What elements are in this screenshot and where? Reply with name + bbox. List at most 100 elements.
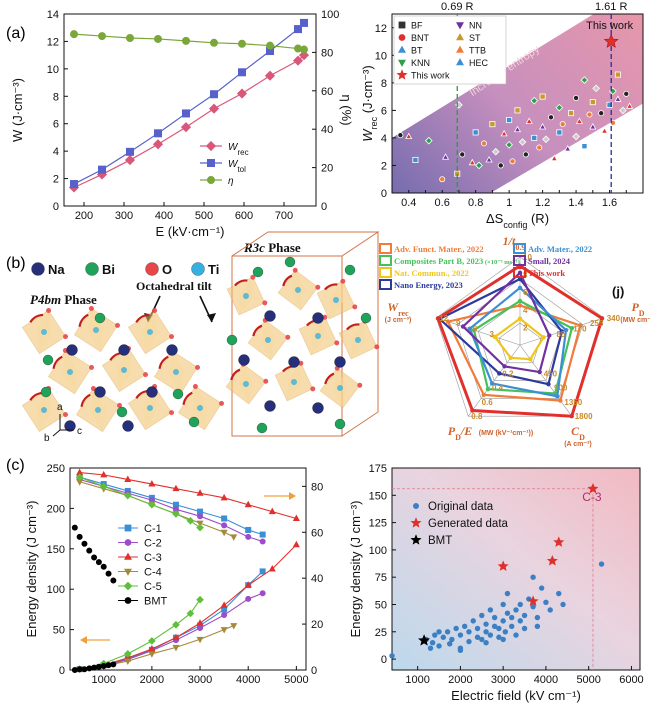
x-tick-label: 4000 [534,674,558,686]
radar-axis-label-sub: D [455,433,461,442]
y-tick-label: 175 [369,463,387,475]
radar-axis-label-main: P [448,424,456,438]
efficiency-line-C-2 [79,478,263,542]
data-point-W_rec [292,55,304,66]
data-point-η [265,41,274,50]
tilt-arc [346,323,360,331]
original-data-point [556,590,562,597]
data-point [564,144,572,152]
y-tick-label: 8 [381,78,387,90]
radar-tick-label: 900 [554,384,568,393]
data-point [397,132,404,139]
o-atom [219,400,225,406]
original-data-point [502,629,509,635]
data-point [442,153,450,160]
phase-label-p4bm-main: P4bm [30,292,61,307]
bi-atom [40,386,52,398]
x-tick-label: 1000 [405,674,429,686]
y-tick-label: 12 [375,23,387,35]
x-tick-label: 500 [195,210,213,222]
radar-axis-label-main: C [571,424,580,438]
tilt-arc [230,368,241,381]
ti-atom [243,293,249,299]
legend-marker [396,69,408,80]
legend-label-main: Nat. Commun., 2022 [394,268,469,278]
data-point-W_tol [98,165,107,174]
original-data-point [598,561,605,567]
y-tick-label: 10 [375,50,387,62]
ti-atom [147,329,153,335]
x-tick-label: 700 [275,210,293,222]
x-axis-label: ΔSconfig (R) [486,211,549,230]
x-tick-label: 3000 [188,674,212,686]
legend-label-main: Nano Energy, 2023 [394,280,463,290]
y2-tick-label: 20 [321,163,333,175]
na-atom [334,356,346,368]
data-point-η [70,30,79,39]
energy-point-C-2 [197,624,204,631]
legend-marker [398,45,406,53]
radar-point [502,364,507,369]
unit-cell [231,255,343,437]
radar-point [471,327,477,333]
radar-point [537,369,542,375]
data-point [439,176,446,183]
ti-atom [291,379,297,385]
energy-point-C-1 [259,568,266,575]
radar-tick-label: 0.8 [471,412,483,421]
data-point [485,156,493,163]
legend-marker [456,58,464,66]
data-point-W_rec [180,122,192,133]
data-point [497,162,504,169]
original-data-point [509,623,515,630]
generated-data-point [497,560,509,571]
radar-axis-label-main: P [631,300,639,314]
efficiency-point-C-5 [123,491,132,500]
legend-label-sub: rec [237,148,248,157]
energy-point-BMT [81,666,88,673]
octahedron [177,383,225,431]
efficiency-line-C-1 [79,476,263,536]
this-work-annotation: This work [586,20,634,32]
element-label: Na [48,262,65,277]
data-point [525,117,533,124]
data-point [580,76,589,84]
plot-bg [392,468,640,670]
legend-label: BF [411,21,423,31]
tilt-arc [80,393,91,407]
bi-atom [256,422,268,434]
radar-point [517,298,523,304]
bi-atom [42,354,54,366]
octahedron [153,347,201,395]
na-atom [312,402,324,414]
data-point [459,151,466,158]
radar-point [467,326,472,331]
y-axis-label: Energy density (J cm⁻³) [24,501,39,638]
data-point [589,122,597,130]
original-data-point [436,643,442,649]
legend-label: Wtol [228,159,246,174]
data-point [589,99,596,106]
axis-a-label: a [57,402,63,413]
original-data-point [436,629,442,635]
radar-point [470,408,475,413]
radar-tick-label: 0.6 [482,398,494,407]
legend-label: Adv. Funct. Mater., 2022 [394,244,484,254]
data-point [518,138,527,146]
legend-label-main: W [228,142,239,153]
bmt-data-point [418,634,431,646]
octahedron [75,385,123,433]
original-data-point [479,612,485,619]
octahedron [274,360,316,402]
tilt-arc [52,355,63,369]
radar-chart: 10864234025517085180013509004500.80.60.4… [379,234,650,448]
o-atom [192,383,198,389]
o-atom [89,364,95,370]
bi-atom [94,312,106,324]
radar-series-2 [493,317,545,361]
legend-marker [124,539,132,546]
energy-line-C-1 [79,571,264,670]
original-data-point [543,599,549,606]
radar-point [517,316,523,321]
